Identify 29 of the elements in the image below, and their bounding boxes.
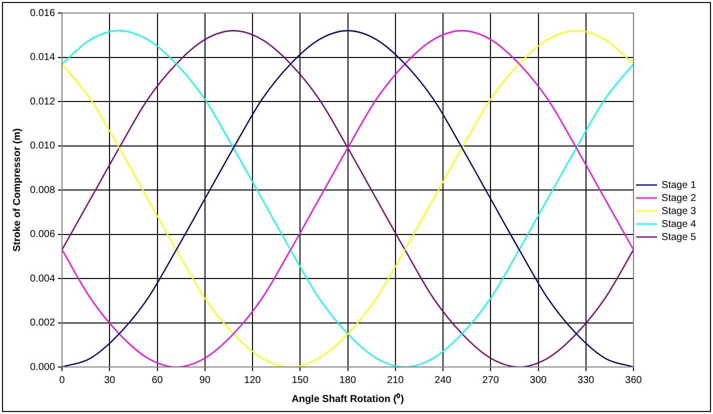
y-tick-label: 0.010 [30,140,56,152]
y-axis-title: Stroke of Compressor (m) [12,128,23,252]
y-tick-label: 0.004 [30,273,56,284]
legend-label: Stage 1 [662,180,696,191]
y-tick-label: 0.006 [30,229,56,240]
x-tick-label: 120 [244,374,262,386]
legend-label: Stage 3 [662,206,696,217]
legend-label: Stage 5 [662,232,696,243]
y-tick-label: 0.014 [30,52,56,63]
y-tick-label: 0.002 [30,318,56,328]
x-tick-label: 240 [434,374,452,386]
x-tick-label: 90 [199,374,211,386]
x-tick-label: 0 [59,374,66,386]
x-tick-label: 360 [625,374,642,386]
x-tick-label: 30 [104,374,116,386]
x-tick-label: 270 [482,374,500,386]
x-tick-label: 300 [530,374,548,386]
x-tick-label: 330 [578,374,595,386]
x-tick-label: 60 [152,374,164,386]
y-tick-label: 0.016 [30,8,56,19]
legend-label: Stage 4 [662,218,696,230]
y-tick-label: 0.008 [30,184,56,196]
x-tick-label: 180 [339,374,357,386]
y-tick-label: 0.012 [30,96,56,108]
legend-label: Stage 2 [662,192,696,204]
y-tick-label: 0.000 [30,362,56,373]
x-tick-label: 150 [292,374,309,386]
x-axis-title: Angle Shaft Rotation (⁰) [292,392,404,405]
x-tick-label: 210 [387,374,404,386]
